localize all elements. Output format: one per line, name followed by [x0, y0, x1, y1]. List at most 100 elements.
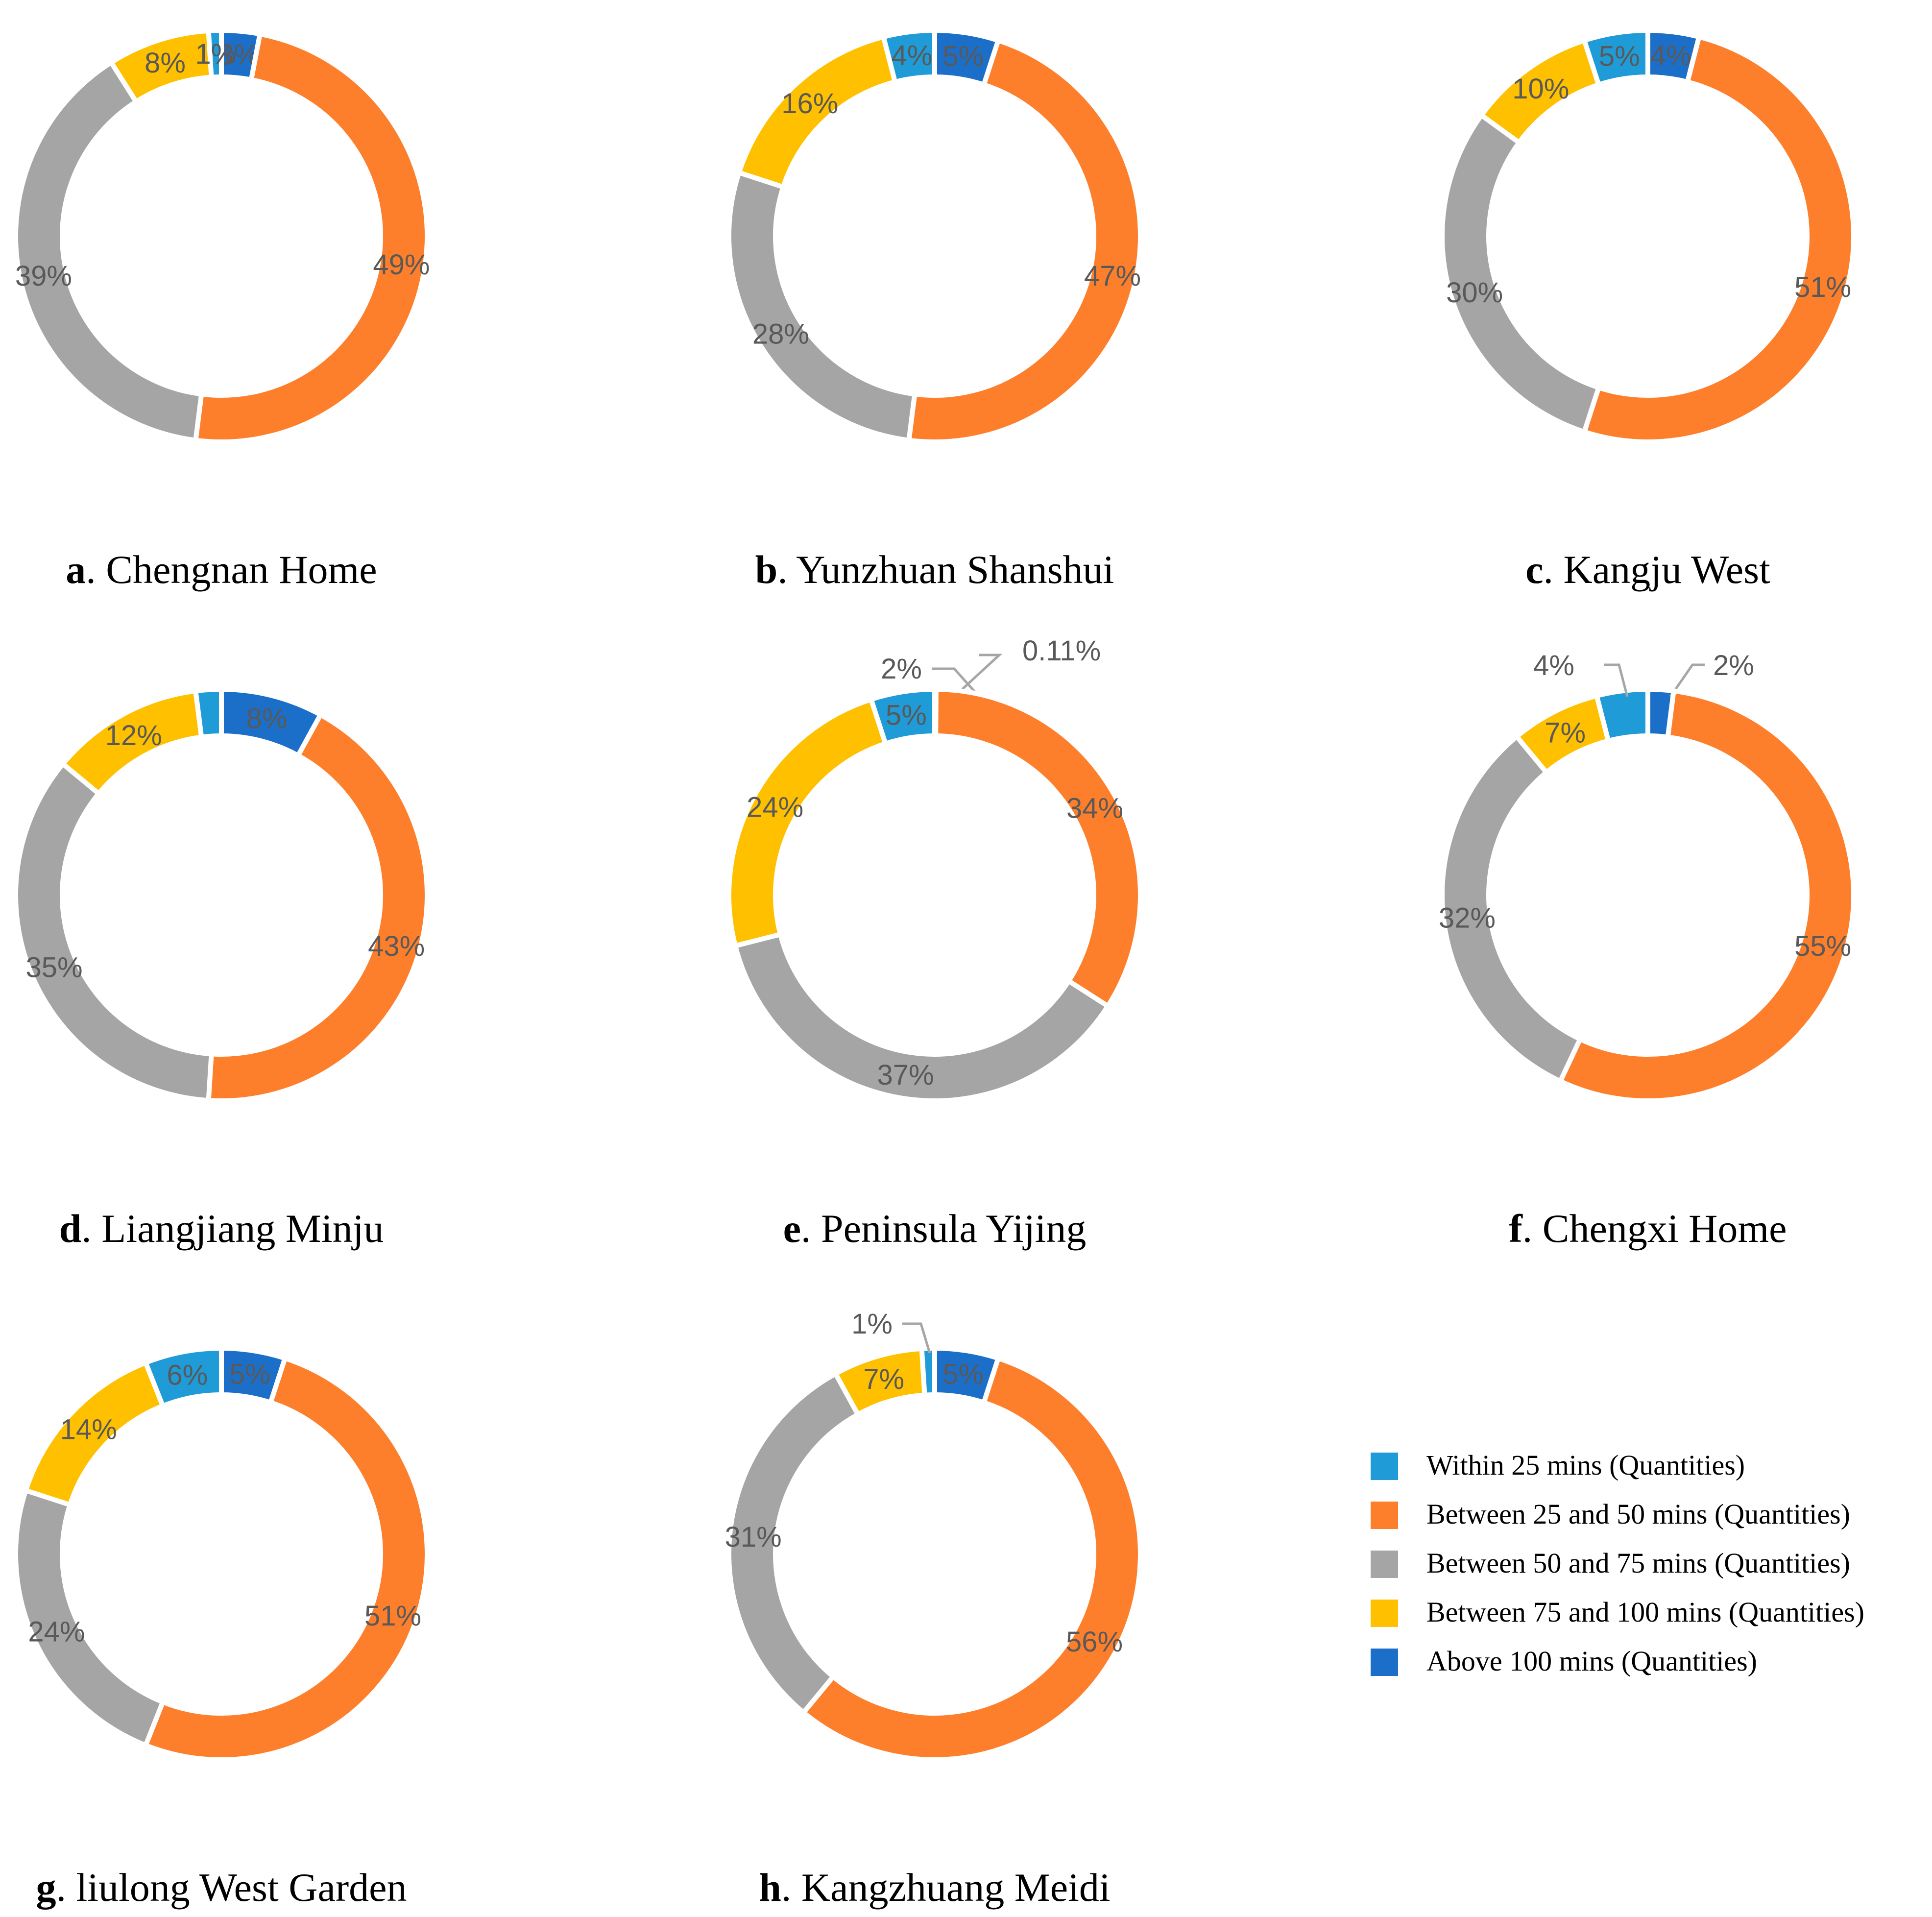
leader-line	[1669, 663, 1705, 698]
leader-line	[1604, 663, 1629, 697]
data-label: 8%	[246, 703, 288, 735]
donut-chart-f: 2% 55% 32% 7% 4% f. Chengxi Home	[1439, 650, 1856, 1251]
data-label: 49%	[373, 249, 430, 281]
slice-between-50-75	[13, 760, 214, 1103]
legend-swatch	[1371, 1453, 1398, 1480]
chart-caption: a. Chengnan Home	[66, 547, 377, 592]
slice-within-25	[142, 1345, 224, 1409]
caption-letter: c	[1525, 547, 1543, 592]
slice-between-25-50	[206, 711, 430, 1103]
data-label: 51%	[364, 1600, 421, 1632]
slice-between-25-50	[800, 1355, 1143, 1762]
legend-label: Between 75 and 100 mins (Quantities)	[1426, 1596, 1864, 1628]
caption-letter: b	[755, 547, 778, 592]
chart-caption: e. Peninsula Yijing	[783, 1206, 1087, 1251]
slice-within-25	[206, 27, 224, 80]
legend-swatch	[1371, 1649, 1398, 1676]
caption-title: . Chengnan Home	[86, 547, 377, 592]
chart-caption: h. Kangzhuang Meidi	[759, 1865, 1110, 1910]
data-label: 47%	[1084, 260, 1141, 292]
slice-within-25	[919, 1345, 937, 1398]
data-label: 24%	[747, 791, 803, 823]
data-label: 5%	[942, 1359, 984, 1390]
slice-within-25	[1581, 27, 1650, 88]
legend-swatch	[1371, 1502, 1398, 1529]
slice-within-25	[880, 27, 937, 85]
data-label: 14%	[60, 1413, 117, 1445]
donut-chart-e: 0.11% 34% 37% 24% 5% e. Peninsula Yijing	[726, 635, 1143, 1251]
data-label: 8%	[145, 47, 186, 79]
caption-title: . Kangzhuang Meidi	[781, 1865, 1111, 1910]
data-label: 1%	[851, 1308, 893, 1340]
slice-between-25-50	[906, 37, 1143, 444]
slice-between-50-75	[1440, 112, 1602, 435]
data-label: 12%	[105, 720, 162, 752]
data-label: 56%	[1066, 1626, 1123, 1658]
donut-chart-c: 4% 51% 30% 10% 5% c. Kangju West	[1440, 27, 1856, 592]
slice-within-25	[868, 686, 937, 747]
caption-letter: a	[66, 547, 86, 592]
legend-label: Between 25 and 50 mins (Quantities)	[1426, 1498, 1850, 1530]
slice-between-50-75	[1439, 733, 1584, 1085]
caption-title: . Kangju West	[1544, 547, 1771, 592]
data-label: 6%	[167, 1359, 208, 1391]
data-label: 30%	[1446, 277, 1503, 309]
data-label: 34%	[1066, 793, 1123, 825]
chart-caption: f. Chengxi Home	[1509, 1206, 1787, 1251]
data-label: 0.11%	[1022, 635, 1101, 667]
donut-chart-g: 5% 51% 24% 14% 6% g. liulong West Garden	[13, 1345, 430, 1910]
data-label: 39%	[15, 260, 72, 292]
caption-title: . Peninsula Yijing	[801, 1206, 1086, 1251]
data-label: 32%	[1439, 902, 1496, 934]
caption-title: . liulong West Garden	[56, 1865, 407, 1910]
leader-line	[902, 1322, 931, 1354]
donut-chart-b: 5% 47% 28% 16% 4% b. Yunzhuan Shanshui	[726, 27, 1143, 592]
slice-within-25	[1594, 686, 1650, 744]
caption-title: . Liangjiang Minju	[81, 1206, 384, 1251]
data-label: 55%	[1794, 930, 1851, 962]
data-label: 4%	[1650, 40, 1691, 72]
legend-label: Above 100 mins (Quantities)	[1426, 1645, 1757, 1677]
data-label: 43%	[368, 930, 425, 962]
legend-swatch	[1371, 1551, 1398, 1578]
chart-caption: d. Liangjiang Minju	[59, 1206, 384, 1251]
data-label: 51%	[1794, 271, 1851, 303]
data-label: 28%	[752, 318, 809, 350]
slice-between-25-50	[1557, 688, 1856, 1103]
caption-letter: d	[59, 1206, 82, 1251]
caption-letter: g	[36, 1865, 56, 1910]
slice-within-25	[193, 686, 224, 740]
data-label: 35%	[26, 952, 83, 984]
data-label: 1%	[195, 38, 236, 70]
slice-between-25-50	[193, 31, 430, 444]
slice-between-50-75	[732, 931, 1111, 1103]
slice-between-25-50	[933, 686, 1143, 1010]
legend-label: Between 50 and 75 mins (Quantities)	[1426, 1547, 1850, 1579]
slice-between-75-100	[726, 696, 889, 949]
data-label: 31%	[725, 1521, 782, 1553]
caption-title: . Yunzhuan Shanshui	[777, 547, 1114, 592]
donut-chart-a: 3%49%39%8% 1%a. Chengnan Home	[13, 27, 430, 592]
data-label: 5%	[942, 41, 984, 73]
data-label: 5%	[1599, 41, 1640, 73]
data-label: 7%	[863, 1363, 904, 1395]
data-label: 2%	[1713, 650, 1754, 681]
data-label: 5%	[886, 700, 927, 731]
slice-between-25-50	[1581, 34, 1856, 444]
legend-swatch	[1371, 1600, 1398, 1627]
slice-between-50-75	[726, 169, 918, 443]
caption-letter: f	[1509, 1206, 1523, 1251]
donut-chart-h: 5% 56% 31% 7% 1% h. Kangzhuang Meidi	[725, 1308, 1143, 1910]
slice-between-50-75	[13, 59, 204, 443]
caption-title: . Chengxi Home	[1522, 1206, 1787, 1251]
slice-between-50-75	[13, 1487, 166, 1749]
chart-caption: g. liulong West Garden	[36, 1865, 407, 1910]
caption-letter: e	[783, 1206, 801, 1251]
data-label: 4%	[891, 40, 932, 72]
slice-between-25-50	[142, 1355, 430, 1762]
data-label: 37%	[877, 1059, 934, 1091]
data-label: 2%	[881, 653, 922, 685]
chart-caption: b. Yunzhuan Shanshui	[755, 547, 1114, 592]
data-label: 7%	[1545, 717, 1586, 749]
